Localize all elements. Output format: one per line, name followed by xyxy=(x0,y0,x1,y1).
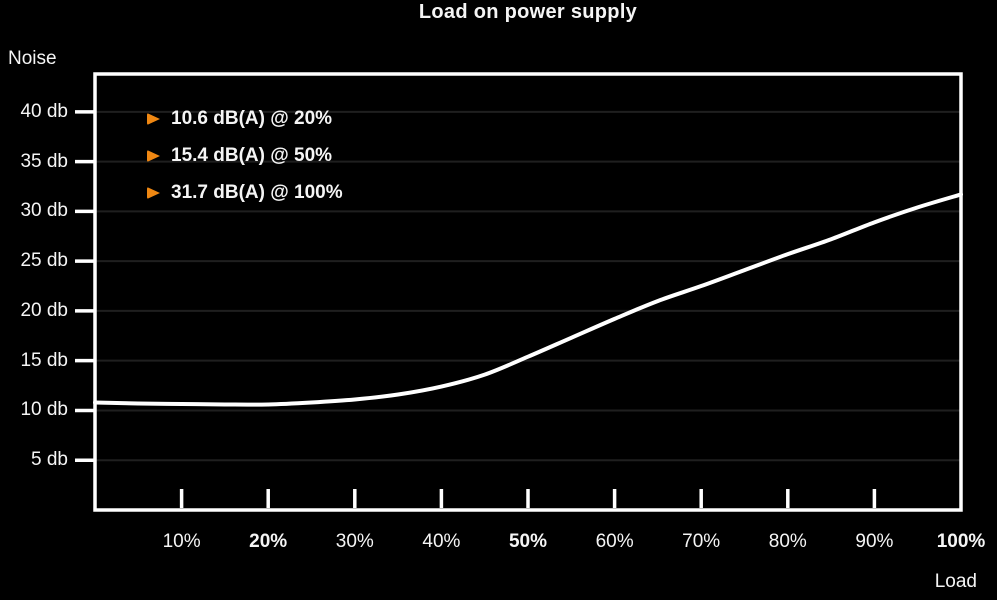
x-tick-label: 60% xyxy=(595,531,634,552)
x-tick-label: 20% xyxy=(249,531,288,552)
x-tick-label: 50% xyxy=(508,531,548,552)
y-tick-label: 20 db xyxy=(20,299,68,321)
x-axis-label: Load xyxy=(934,571,977,592)
noise-curve xyxy=(93,192,963,407)
legend-text: 10.6 dB(A) @ 20% xyxy=(171,107,333,129)
y-tick-label: 30 db xyxy=(20,200,68,222)
x-tick-label: 70% xyxy=(682,531,721,552)
y-tick-label: 15 db xyxy=(20,349,68,371)
x-tick-label: 30% xyxy=(335,531,374,552)
chart-title: Load on power supply xyxy=(418,1,638,23)
y-tick-label: 10 db xyxy=(20,399,68,421)
legend-text: 15.4 dB(A) @ 50% xyxy=(171,144,333,166)
x-tick-label: 100% xyxy=(936,531,986,552)
y-tick-label: 5 db xyxy=(31,449,68,471)
y-tick-label: 35 db xyxy=(20,150,68,172)
legend-row: 15.4 dB(A) @ 50% xyxy=(147,144,343,167)
x-tick-label: 80% xyxy=(768,531,807,552)
x-tick-label: 90% xyxy=(855,531,894,552)
legend-row: 31.7 dB(A) @ 100% xyxy=(147,181,343,204)
right-triangle-icon xyxy=(147,112,160,125)
x-tick-label: 10% xyxy=(162,531,201,552)
right-triangle-icon xyxy=(147,186,160,199)
legend-row: 10.6 dB(A) @ 20% xyxy=(147,107,343,130)
plot-border xyxy=(93,72,963,512)
legend: 10.6 dB(A) @ 20% 15.4 dB(A) @ 50% 31.7 dB(… xyxy=(147,107,343,218)
y-axis-label: Noise xyxy=(8,48,57,69)
right-triangle-icon xyxy=(147,149,160,162)
legend-text: 31.7 dB(A) @ 100% xyxy=(171,181,343,203)
y-tick-label: 40 db xyxy=(20,100,68,122)
y-tick-label: 25 db xyxy=(20,250,68,272)
x-tick-label: 40% xyxy=(422,531,461,552)
